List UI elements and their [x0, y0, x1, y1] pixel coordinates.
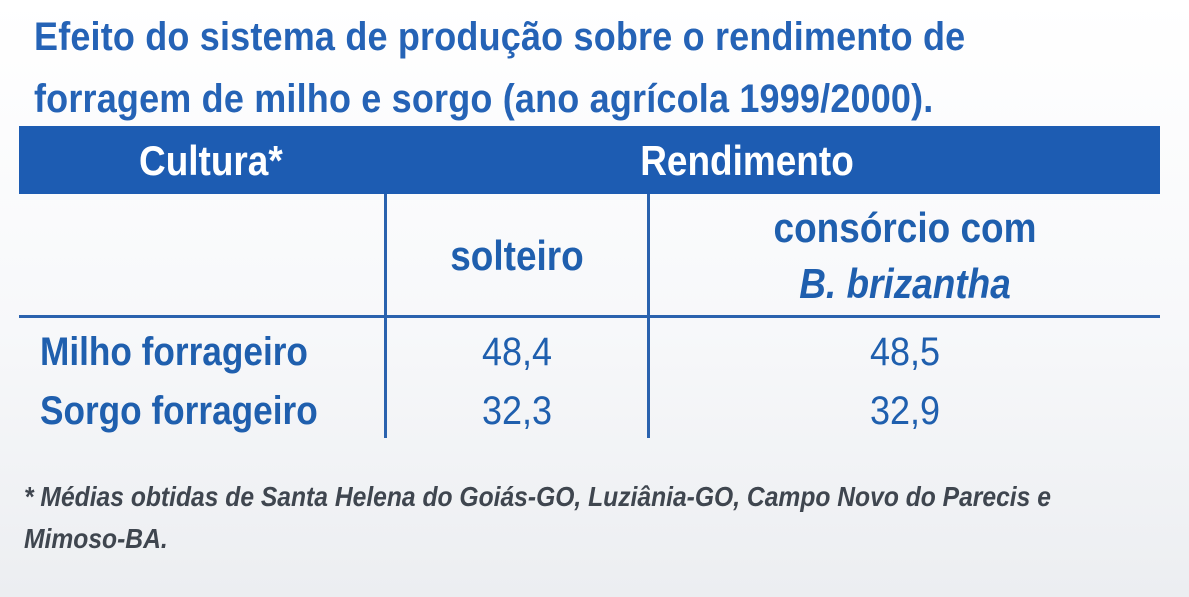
- cell-sorgo-solteiro: 32,3: [481, 389, 553, 433]
- cell-milho-consorcio: 48,5: [869, 330, 941, 374]
- cell-sorgo-consorcio: 32,9: [869, 389, 941, 433]
- column-header-cultura: Cultura*: [139, 137, 283, 184]
- footnote: * Médias obtidas de Santa Helena do Goiá…: [24, 481, 1051, 554]
- subheader-consorcio: consórcio com B. brizantha: [681, 200, 1130, 312]
- row-label-milho: Milho forrageiro: [40, 330, 308, 374]
- subheader-consorcio-species: B. brizantha: [799, 260, 1011, 307]
- table-title: Efeito do sistema de produção sobre o re…: [34, 15, 966, 121]
- subheader-solteiro: solteiro: [450, 232, 584, 279]
- row-divider: [19, 315, 1160, 318]
- column-header-rendimento: Rendimento: [640, 137, 854, 184]
- row-label-sorgo: Sorgo forrageiro: [40, 389, 318, 433]
- cell-milho-solteiro: 48,4: [481, 330, 553, 374]
- table-header-row: Cultura* Rendimento: [19, 126, 1160, 194]
- subheader-consorcio-line1: consórcio com: [773, 204, 1037, 251]
